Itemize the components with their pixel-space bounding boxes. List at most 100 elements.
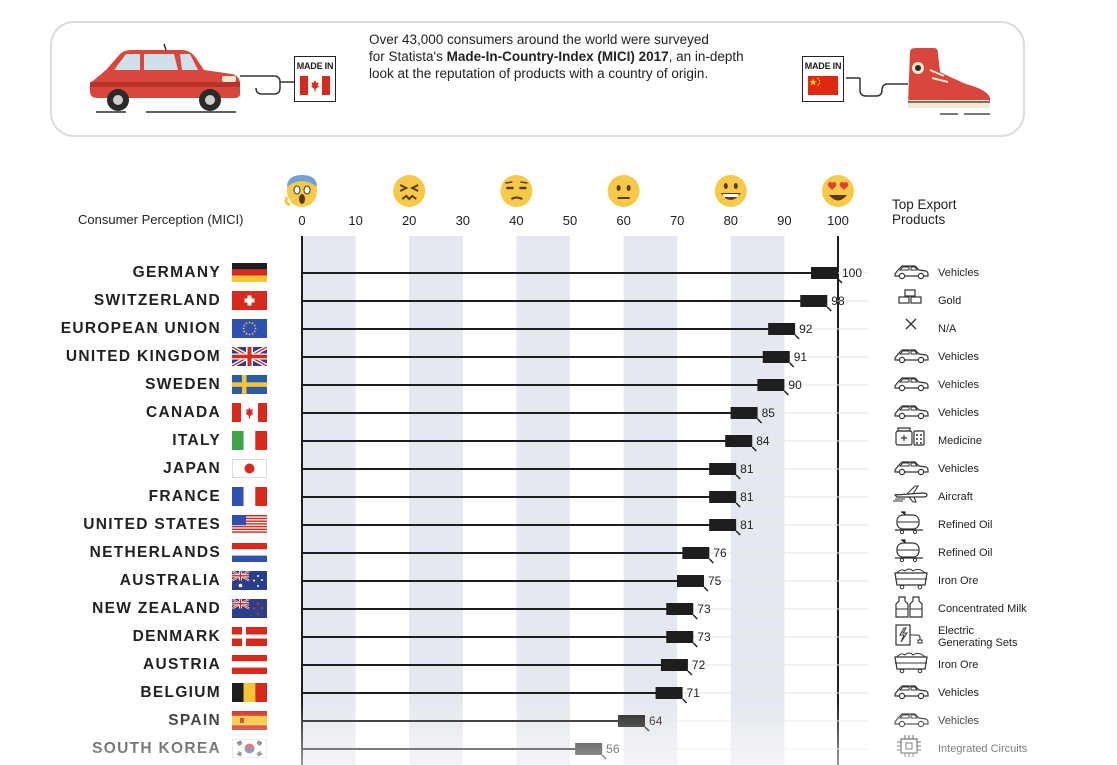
value-label: 81 [740, 490, 754, 504]
grid-band [623, 236, 678, 765]
grid-band [302, 236, 356, 765]
neutral-face-icon [607, 175, 640, 207]
country-label: GERMANY [132, 264, 221, 281]
bar-marker [660, 659, 688, 671]
bar-marker [768, 323, 796, 335]
oil-tank-icon [893, 539, 929, 568]
x-icon [893, 315, 929, 344]
bar-marker [666, 631, 694, 643]
sweden-flag-icon [232, 375, 267, 394]
export-product-label: Concentrated Milk [938, 603, 1027, 615]
value-label: 64 [649, 714, 663, 728]
bar-marker [757, 379, 785, 391]
bar-marker [811, 267, 838, 279]
bar-marker [677, 575, 704, 587]
bar-marker [730, 407, 758, 419]
export-product-label: Aircraft [938, 491, 973, 503]
value-label: 81 [740, 462, 754, 476]
export-product-label: Medicine [938, 435, 983, 447]
value-label: 81 [740, 518, 754, 532]
denmark-flag-icon [232, 627, 267, 646]
country-label: BELGIUM [140, 684, 221, 701]
chip-icon [893, 735, 929, 764]
x-tick-label: 40 [509, 213, 523, 228]
export-product-label: Refined Oil [938, 519, 993, 531]
unamused-face-icon [500, 175, 533, 207]
car-icon [893, 710, 929, 733]
value-label: 73 [697, 630, 711, 644]
car-icon [893, 682, 929, 705]
car-icon [893, 402, 929, 425]
tired-face-icon [393, 175, 426, 207]
car-icon [893, 374, 929, 397]
grinning-face-icon [714, 175, 747, 207]
country-label: SPAIN [168, 712, 221, 729]
country-label: SOUTH KOREA [92, 740, 221, 757]
bar-marker [762, 351, 790, 363]
bar-marker [682, 547, 710, 559]
spain-flag-icon [232, 711, 267, 730]
bar-marker [709, 519, 737, 531]
export-product-label: N/A [938, 323, 957, 335]
country-label: JAPAN [163, 460, 221, 477]
bar-marker [618, 715, 646, 727]
switzerland-flag-icon [232, 291, 267, 310]
car-icon [893, 458, 929, 481]
car-icon [893, 346, 929, 369]
country-label: SWITZERLAND [93, 292, 221, 309]
power-icon [893, 623, 929, 652]
x-tick-label: 90 [777, 213, 791, 228]
bar-marker [709, 491, 737, 503]
x-tick-label: 100 [827, 213, 849, 228]
country-label: UNITED KINGDOM [65, 348, 221, 365]
export-product-label: Vehicles [938, 351, 979, 363]
medicine-icon [893, 427, 929, 456]
grid-band [730, 236, 785, 765]
bar-marker [709, 463, 737, 475]
milk-bottles-icon [893, 595, 929, 624]
x-tick-label: 50 [563, 213, 577, 228]
australia-flag-icon [232, 571, 267, 590]
value-label: 56 [606, 742, 620, 756]
x-tick-label: 70 [670, 213, 684, 228]
gold-bars-icon [893, 287, 929, 316]
export-product-label: Vehicles [938, 407, 979, 419]
usa-flag-icon [232, 515, 267, 534]
x-tick-label: 10 [348, 213, 362, 228]
export-product-label: Vehicles [938, 463, 979, 475]
value-label: 71 [687, 686, 701, 700]
export-product-label: Iron Ore [938, 659, 979, 671]
car-icon [893, 262, 929, 285]
south-korea-flag-icon [232, 739, 267, 758]
austria-flag-icon [232, 655, 267, 674]
bar-marker [655, 687, 683, 699]
country-label: NETHERLANDS [89, 544, 221, 561]
airplane-icon [893, 483, 929, 512]
x-tick-label: 20 [402, 213, 416, 228]
ore-cart-icon [893, 567, 929, 596]
export-product-label: Vehicles [938, 379, 979, 391]
italy-flag-icon [232, 431, 267, 450]
value-label: 72 [692, 658, 706, 672]
export-product-label: Refined Oil [938, 547, 993, 559]
x-tick-label: 0 [298, 213, 305, 228]
value-label: 90 [788, 378, 802, 392]
oil-tank-icon [893, 511, 929, 540]
export-product-label: Vehicles [938, 267, 979, 279]
bar-marker [800, 295, 828, 307]
japan-flag-icon [232, 459, 267, 478]
export-product-label: Iron Ore [938, 575, 979, 587]
germany-flag-icon [232, 263, 267, 282]
export-product-label: Electric Generating Sets [938, 625, 1018, 649]
country-label: ITALY [172, 432, 221, 449]
country-label: SWEDEN [145, 376, 221, 393]
value-label: 75 [708, 574, 722, 588]
belgium-flag-icon [232, 683, 267, 702]
export-product-label: Integrated Circuits [938, 743, 1028, 755]
export-product-label: Vehicles [938, 687, 979, 699]
country-label: CANADA [146, 404, 221, 421]
country-label: AUSTRALIA [119, 572, 221, 589]
country-label: FRANCE [148, 488, 221, 505]
country-label: AUSTRIA [143, 656, 221, 673]
value-label: 100 [842, 266, 862, 280]
